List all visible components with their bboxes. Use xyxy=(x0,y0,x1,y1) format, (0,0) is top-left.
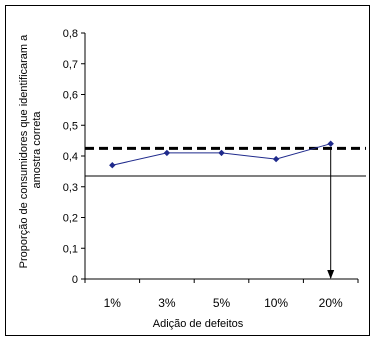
y-tick-label: 0,1 xyxy=(63,243,78,255)
y-tick-label: 0,5 xyxy=(63,120,78,132)
y-tick-label: 0 xyxy=(72,274,78,286)
y-tick-label: 0,7 xyxy=(63,59,78,71)
x-tick-label: 5% xyxy=(213,296,231,310)
y-axis-title-line-2: amostra correta xyxy=(31,111,43,189)
data-point xyxy=(327,140,334,147)
data-point xyxy=(109,162,116,169)
x-tick-label: 10% xyxy=(264,296,288,310)
data-point xyxy=(272,155,280,163)
data-point xyxy=(163,149,171,157)
chart-border xyxy=(5,5,370,336)
arrow-head xyxy=(327,270,335,279)
y-axis-title-line-1: Proporção de consumidores que identifica… xyxy=(18,34,30,268)
x-tick-label: 20% xyxy=(319,296,343,310)
data-point xyxy=(218,149,225,157)
chart: 0 0,1 0,2 0,3 0,4 0,5 0,6 0,7 0,8 1% 3% 5% 10% 20% A… xyxy=(5,5,370,336)
series-layer xyxy=(109,140,334,169)
y-tick-label: 0,6 xyxy=(63,90,78,102)
x-tick-label: 1% xyxy=(104,296,122,310)
y-tick-label: 0,3 xyxy=(63,182,78,194)
reference-lines xyxy=(85,146,366,177)
axes xyxy=(81,32,359,283)
x-axis-title: Adição de defeitos xyxy=(153,318,244,330)
y-tick-label: 0,8 xyxy=(63,28,78,40)
x-tick-labels: 1% 3% 5% 10% 20% xyxy=(104,296,343,310)
x-tick-label: 3% xyxy=(158,296,176,310)
y-tick-label: 0,4 xyxy=(63,151,78,163)
y-axis-title: Proporção de consumidores que identifica… xyxy=(18,32,43,269)
y-tick-label: 0,2 xyxy=(63,213,78,225)
chart-frame: 0 0,1 0,2 0,3 0,4 0,5 0,6 0,7 0,8 1% 3% 5% 10% 20% A… xyxy=(5,5,370,336)
arrow-layer xyxy=(327,148,335,279)
y-tick-labels: 0 0,1 0,2 0,3 0,4 0,5 0,6 0,7 0,8 xyxy=(63,28,78,286)
